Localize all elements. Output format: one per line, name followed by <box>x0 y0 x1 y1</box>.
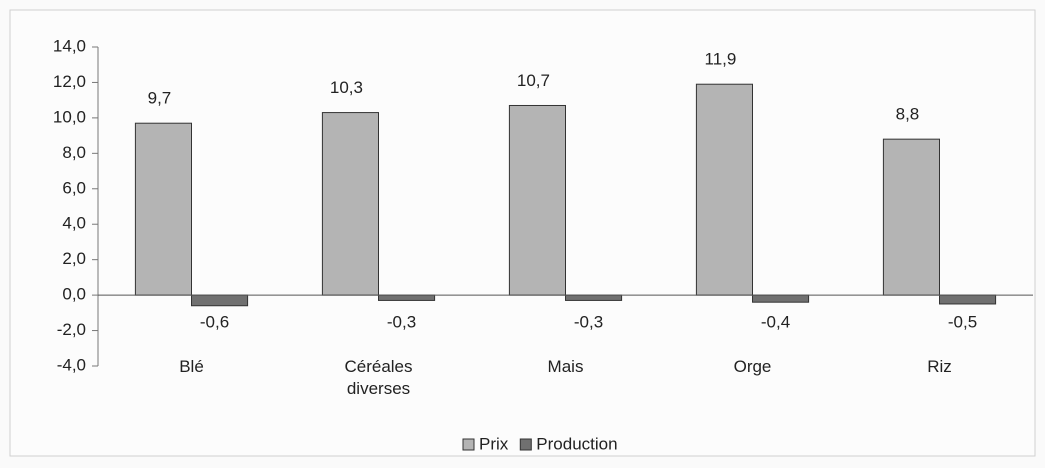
bar <box>752 294 810 303</box>
y-tick-label: 8,0 <box>62 143 86 162</box>
legend-swatch <box>462 438 475 451</box>
x-tick-label: Orge <box>733 357 772 376</box>
legend-swatch <box>519 438 532 451</box>
data-label: 10,3 <box>330 78 363 97</box>
bar <box>565 294 623 301</box>
bar <box>695 83 754 296</box>
data-label: -0,3 <box>574 313 603 332</box>
bar <box>882 138 941 296</box>
y-tick-label: -4,0 <box>57 355 86 374</box>
data-label: 9,7 <box>148 89 172 108</box>
data-label: -0,4 <box>761 313 790 332</box>
x-tick-label: Mais <box>547 357 584 376</box>
y-tick-label: -2,0 <box>57 320 86 339</box>
legend-label: Prix <box>479 434 509 453</box>
bar <box>508 104 566 296</box>
y-tick-label: 14,0 <box>53 36 86 55</box>
bar <box>321 112 379 296</box>
x-tick-label: Riz <box>927 357 952 376</box>
bar <box>939 294 997 305</box>
x-tick-label: Céréales diverses <box>344 357 413 398</box>
bar <box>378 294 436 301</box>
y-tick-label: 0,0 <box>62 285 86 304</box>
legend-label: Production <box>536 434 617 453</box>
y-tick-label: 12,0 <box>53 72 86 91</box>
data-label: 11,9 <box>705 50 737 69</box>
y-tick-label: 10,0 <box>53 107 86 126</box>
bar <box>134 122 192 296</box>
y-tick-label: 2,0 <box>62 249 86 268</box>
data-label: 8,8 <box>896 105 920 124</box>
data-label: -0,5 <box>948 313 977 332</box>
y-tick-label: 6,0 <box>62 178 86 197</box>
y-tick-label: 4,0 <box>62 214 86 233</box>
data-label: -0,3 <box>387 313 416 332</box>
data-label: -0,6 <box>200 313 229 332</box>
x-tick-label: Blé <box>179 357 204 376</box>
data-label: 10,7 <box>517 71 550 90</box>
bar <box>191 294 249 307</box>
